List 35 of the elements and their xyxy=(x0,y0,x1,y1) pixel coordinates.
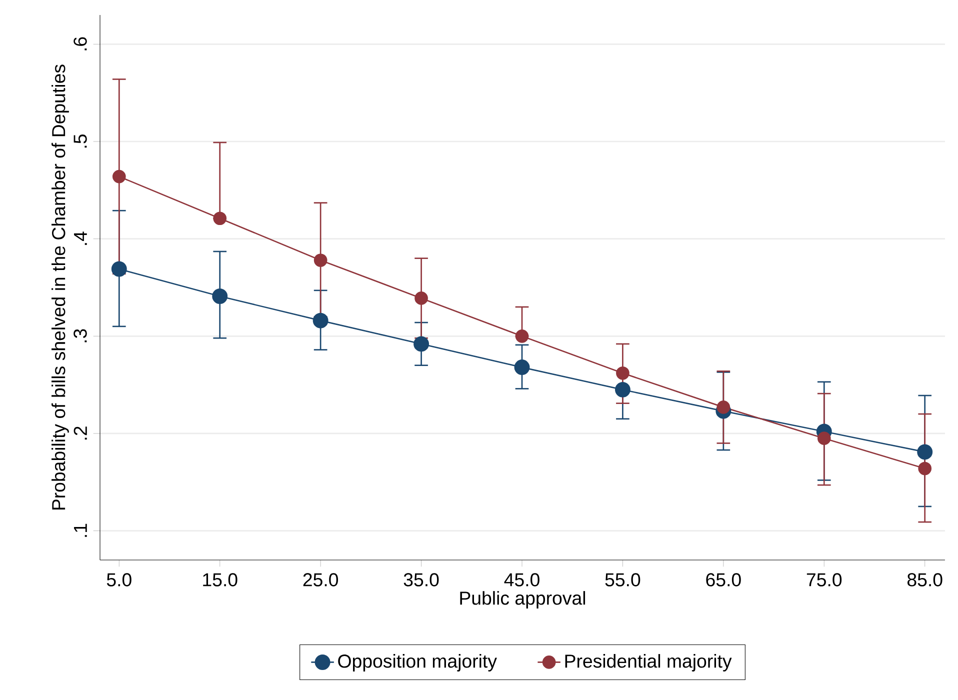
x-tick-label: 45.0 xyxy=(504,573,540,586)
x-tick-label: 5.0 xyxy=(106,573,132,586)
y-tick-label: .4 xyxy=(74,232,87,245)
point xyxy=(312,312,328,328)
y-tick-label: .3 xyxy=(74,329,87,342)
point xyxy=(314,254,328,267)
point xyxy=(414,336,430,352)
y-tick-label: .5 xyxy=(74,134,87,148)
y-axis-title: Probability of bills shelved in the Chamber of Deputies xyxy=(52,64,69,510)
x-tick-label: 65.0 xyxy=(706,573,741,586)
point xyxy=(716,400,730,414)
point xyxy=(515,329,529,343)
y-tick-label: .6 xyxy=(74,37,87,50)
point xyxy=(514,360,530,376)
point xyxy=(112,170,126,184)
x-tick-label: 55.0 xyxy=(605,573,640,586)
legend-label: Presidential majority xyxy=(565,654,732,672)
point xyxy=(111,261,127,277)
x-tick-label: 75.0 xyxy=(806,573,842,586)
point xyxy=(817,432,831,446)
x-tick-label: 35.0 xyxy=(404,573,439,586)
y-tick-label: .1 xyxy=(74,524,87,537)
legend-label: Opposition majority xyxy=(338,654,497,672)
point xyxy=(614,382,630,398)
point xyxy=(917,444,933,460)
y-tick-label: .2 xyxy=(74,426,87,440)
x-tick-label: 15.0 xyxy=(203,573,238,586)
x-tick-label: 85.0 xyxy=(907,573,942,586)
point xyxy=(213,212,227,226)
point xyxy=(212,288,228,304)
x-tick-label: 25.0 xyxy=(303,573,338,586)
point xyxy=(414,292,428,305)
point xyxy=(616,366,630,380)
x-axis-title: Public approval xyxy=(460,591,586,608)
point xyxy=(918,462,932,476)
